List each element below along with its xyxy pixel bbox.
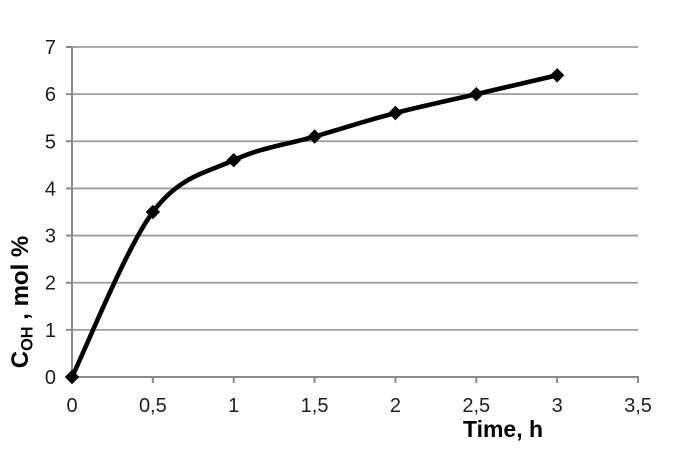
data-point-marker [388, 105, 403, 121]
x-tick-label: 2,5 [462, 395, 490, 417]
y-tick-label: 4 [45, 178, 56, 200]
x-axis-title: Time, h [462, 416, 544, 442]
data-point-marker [469, 86, 484, 102]
y-tick-label: 1 [45, 320, 56, 342]
x-tick-label: 2 [390, 395, 401, 417]
y-axis-title-units: , mol % [7, 235, 34, 327]
x-tick-label: 1 [228, 395, 239, 417]
y-tick-label: 3 [45, 226, 56, 248]
data-point-marker [549, 68, 565, 83]
y-tick-label: 7 [45, 37, 56, 59]
x-tick-label: 3,5 [624, 395, 652, 417]
series-line [69, 72, 560, 380]
y-tick-label: 5 [45, 131, 56, 153]
data-point-marker [145, 204, 161, 220]
y-axis-title-subscript: OH [18, 326, 37, 351]
x-tick-label: 3 [552, 395, 563, 417]
x-tick-label: 1,5 [301, 395, 329, 417]
y-tick-label: 2 [45, 273, 56, 295]
data-point-marker [307, 129, 322, 144]
y-tick-label: 0 [45, 367, 56, 389]
y-axis-title-symbol: C [7, 350, 34, 369]
x-tick-label: 0 [66, 395, 77, 417]
y-axis-title: COH , mol % [0, 132, 43, 462]
x-tick-label: 0,5 [139, 395, 167, 417]
data-point-marker [226, 152, 241, 168]
data-point-marker [64, 369, 80, 385]
y-tick-label: 6 [45, 84, 56, 106]
